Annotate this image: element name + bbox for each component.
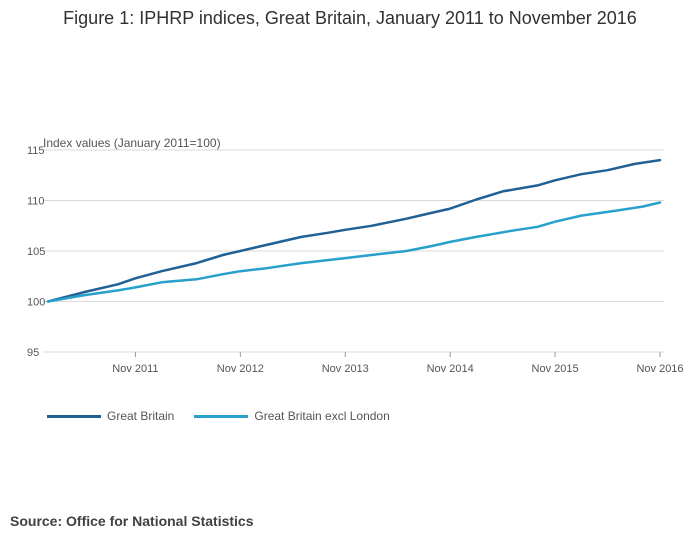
- x-tick-label: Nov 2011: [112, 363, 158, 375]
- legend: Great Britain Great Britain excl London: [47, 409, 410, 423]
- grid-lines: [43, 149, 664, 353]
- y-tick-labels: 95 100 105 110 115: [27, 145, 45, 359]
- legend-label-great-britain: Great Britain: [107, 409, 175, 423]
- legend-swatch-great-britain: [47, 414, 101, 418]
- chart-title: Figure 1: IPHRP indices, Great Britain, …: [63, 8, 637, 28]
- y-tick-label: 115: [27, 145, 45, 157]
- legend-item-great-britain-excl-london[interactable]: Great Britain excl London: [194, 409, 390, 423]
- x-tick-label: Nov 2013: [322, 363, 369, 375]
- y-tick-label: 110: [27, 196, 45, 208]
- x-tick-label: Nov 2012: [217, 363, 264, 375]
- legend-label-great-britain-excl-london: Great Britain excl London: [254, 409, 390, 423]
- source-note: Source: Office for National Statistics: [10, 513, 254, 529]
- legend-swatch-great-britain-excl-london: [194, 414, 249, 418]
- legend-item-great-britain[interactable]: Great Britain: [47, 409, 174, 423]
- series-line-great-britain[interactable]: [46, 158, 662, 303]
- x-tick-label: Nov 2014: [427, 363, 474, 375]
- y-axis-label: Index values (January 2011=100): [43, 136, 221, 150]
- series-line-great-britain-excl-london[interactable]: [46, 201, 662, 303]
- series-lines: [46, 158, 662, 303]
- x-tick-label: Nov 2015: [532, 363, 579, 375]
- y-tick-label: 100: [27, 297, 45, 309]
- y-tick-label: 105: [27, 246, 45, 258]
- y-tick-label: 95: [27, 347, 39, 359]
- x-tick-labels: Nov 2011 Nov 2012 Nov 2013 Nov 2014 Nov 2015…: [112, 352, 684, 375]
- x-tick-label: Nov 2016: [636, 363, 683, 375]
